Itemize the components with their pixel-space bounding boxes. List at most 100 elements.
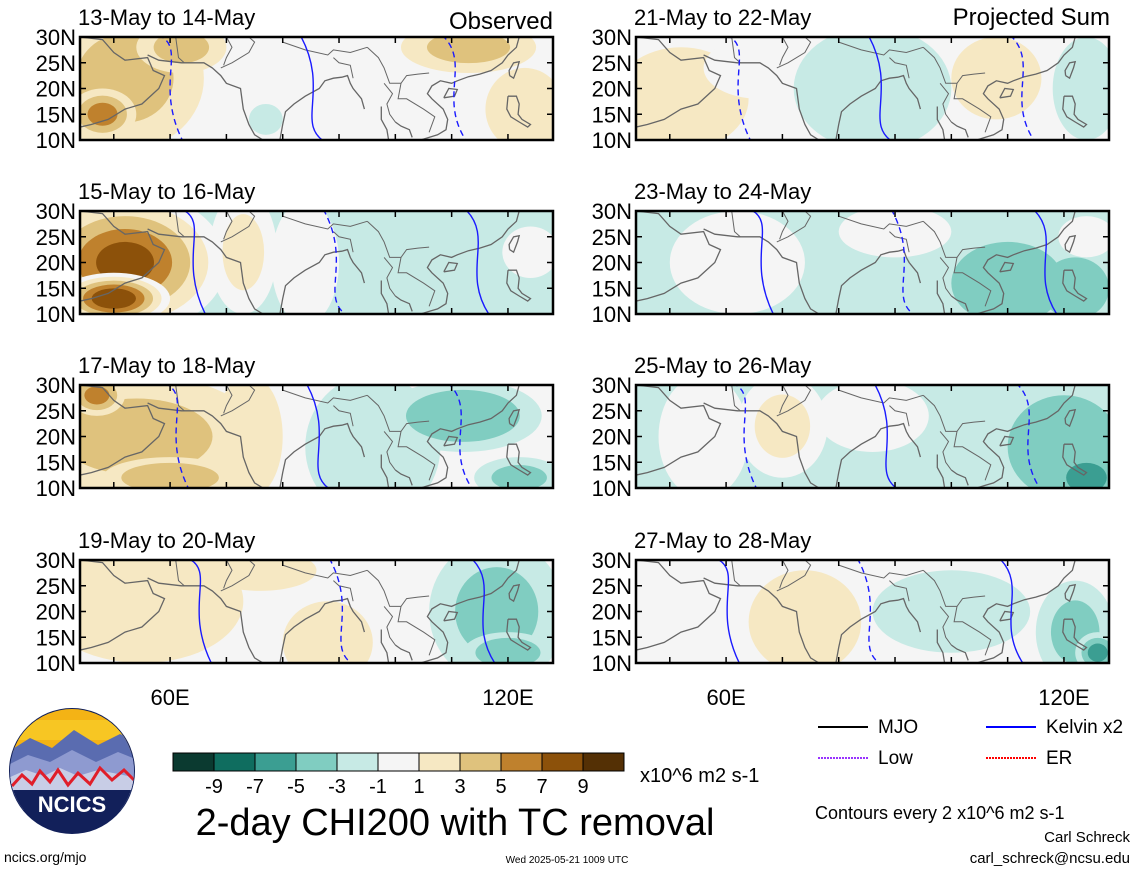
lat-tick-label: 15N xyxy=(36,102,76,127)
kelvin-contour xyxy=(751,211,775,314)
colorbar-tick-label: 1 xyxy=(413,776,424,798)
coastline xyxy=(506,443,532,476)
coastline xyxy=(703,577,820,663)
country-border xyxy=(175,211,185,238)
lat-tick-label: 10N xyxy=(36,128,76,153)
country-border xyxy=(776,385,812,417)
kelvin-contour xyxy=(448,385,473,488)
colorbar-tick-label: 3 xyxy=(454,776,465,798)
coastline xyxy=(281,139,285,140)
column-header-projected: Projected Sum xyxy=(953,4,1110,31)
anomaly-field xyxy=(636,560,1109,663)
country-border xyxy=(282,389,368,404)
kelvin-contour xyxy=(329,560,353,663)
coastline xyxy=(999,87,1015,99)
anomaly-blob xyxy=(1054,269,1097,308)
kelvin-contour xyxy=(300,37,324,140)
colorbar-cell xyxy=(377,752,420,772)
anomaly-blob xyxy=(951,37,1042,120)
coastline xyxy=(443,87,459,99)
coastline xyxy=(636,37,722,128)
coastline xyxy=(281,313,285,314)
country-border xyxy=(366,46,430,84)
lat-tick-label: 25N xyxy=(592,399,632,424)
kelvin-contour xyxy=(717,560,741,663)
anomaly-blob xyxy=(222,214,265,291)
kelvin-contour xyxy=(465,211,490,314)
lat-tick-label: 10N xyxy=(36,302,76,327)
country-border xyxy=(383,606,396,646)
colorbar-tick-label: 9 xyxy=(577,776,588,798)
colorbar-cell xyxy=(295,752,338,772)
country-border xyxy=(282,41,368,56)
coastline xyxy=(1062,618,1088,651)
author-name: Carl Schreck xyxy=(1044,829,1130,846)
coastline xyxy=(443,261,459,273)
panel-title: 27-May to 28-May xyxy=(634,528,811,553)
coastline xyxy=(703,54,820,140)
lat-tick-label: 30N xyxy=(592,25,632,50)
lon-tick-label: 60E xyxy=(151,685,190,710)
coastline xyxy=(936,106,946,140)
colorbar-units: x10^6 m2 s-1 xyxy=(640,765,759,787)
ncics-logo: NCICS xyxy=(9,708,135,834)
country-border xyxy=(223,211,233,240)
chart-title: 2-day CHI200 with TC removal xyxy=(196,802,715,844)
colorbar: -9 -7 -5 -3 -1 1 3 5 7 9 xyxy=(172,752,625,798)
coastline xyxy=(835,248,922,314)
coastline xyxy=(147,577,264,663)
anomaly-blob xyxy=(972,257,1043,309)
colorbar-cell xyxy=(541,752,584,772)
panel-title: 17-May to 18-May xyxy=(78,353,255,378)
coastline xyxy=(976,37,1076,140)
country-border xyxy=(366,220,430,258)
colorbar-cell xyxy=(418,752,461,772)
legend-label: ER xyxy=(1046,748,1072,769)
country-border xyxy=(397,431,436,481)
country-border xyxy=(383,257,396,297)
lon-tick-label: 120E xyxy=(1038,685,1089,710)
lat-tick-label: 15N xyxy=(592,450,632,475)
country-border xyxy=(939,431,952,471)
kelvin-contour xyxy=(160,37,184,140)
lat-tick-label: 20N xyxy=(36,600,76,625)
lat-tick-label: 25N xyxy=(592,51,632,76)
lat-tick-label: 20N xyxy=(592,77,632,102)
kelvin-contour xyxy=(183,211,207,314)
coastline xyxy=(420,560,520,663)
coastline xyxy=(835,597,922,663)
colorbar-cell xyxy=(500,752,543,772)
coastline xyxy=(950,121,969,138)
anomaly-blob xyxy=(658,385,749,488)
lat-tick-label: 25N xyxy=(36,399,76,424)
anomaly-blob xyxy=(427,399,498,432)
country-border xyxy=(220,385,256,417)
coastline xyxy=(837,487,841,488)
country-border xyxy=(397,606,436,656)
coastline xyxy=(508,408,521,428)
country-border xyxy=(779,385,789,414)
country-border xyxy=(220,37,256,69)
anomaly-blob xyxy=(872,570,1031,653)
lat-tick-label: 15N xyxy=(592,625,632,650)
country-border xyxy=(397,257,436,307)
country-border xyxy=(779,211,789,240)
country-border xyxy=(731,560,741,587)
country-border xyxy=(383,431,396,471)
anomaly-field xyxy=(636,37,1109,140)
country-border xyxy=(953,83,992,133)
coastline xyxy=(936,454,946,488)
coastline xyxy=(420,385,520,488)
coastline xyxy=(80,37,166,128)
lat-tick-label: 15N xyxy=(36,450,76,475)
colorbar-cell xyxy=(336,752,379,772)
lat-tick-label: 15N xyxy=(36,276,76,301)
country-border xyxy=(175,385,185,412)
coastline xyxy=(936,280,946,314)
anomaly-field xyxy=(80,560,553,663)
country-border xyxy=(223,560,233,589)
country-border xyxy=(282,564,368,579)
country-border xyxy=(922,569,986,607)
